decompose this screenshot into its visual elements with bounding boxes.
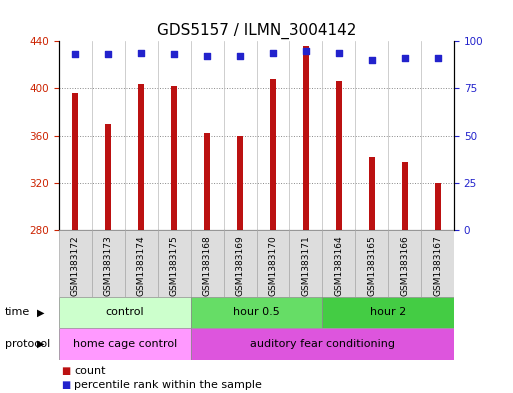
Bar	[59, 297, 191, 328]
Text: GSM1383165: GSM1383165	[367, 235, 376, 296]
Point	[137, 50, 145, 56]
Bar	[191, 297, 322, 328]
Text: hour 2: hour 2	[370, 307, 406, 318]
Bar	[322, 297, 454, 328]
Bar	[369, 157, 374, 230]
Point	[104, 51, 112, 58]
Text: GSM1383173: GSM1383173	[104, 235, 113, 296]
Text: GSM1383170: GSM1383170	[268, 235, 278, 296]
Text: GSM1383166: GSM1383166	[400, 235, 409, 296]
Bar	[388, 230, 421, 297]
Text: protocol: protocol	[5, 339, 50, 349]
Text: GSM1383174: GSM1383174	[137, 235, 146, 296]
Bar	[59, 230, 92, 297]
Point	[170, 51, 179, 58]
Text: home cage control: home cage control	[73, 339, 177, 349]
Point	[71, 51, 80, 58]
Bar	[355, 230, 388, 297]
Bar	[237, 136, 243, 230]
Title: GDS5157 / ILMN_3004142: GDS5157 / ILMN_3004142	[157, 22, 356, 39]
Text: hour 0.5: hour 0.5	[233, 307, 280, 318]
Text: time: time	[5, 307, 30, 318]
Bar	[92, 230, 125, 297]
Text: GSM1383167: GSM1383167	[433, 235, 442, 296]
Bar	[402, 162, 408, 230]
Bar	[204, 133, 210, 230]
Bar	[421, 230, 454, 297]
Text: GSM1383168: GSM1383168	[203, 235, 212, 296]
Point	[433, 55, 442, 61]
Bar	[171, 86, 177, 230]
Point	[269, 50, 277, 56]
Text: GSM1383175: GSM1383175	[170, 235, 179, 296]
Text: GSM1383169: GSM1383169	[235, 235, 245, 296]
Text: ▶: ▶	[37, 339, 45, 349]
Text: GSM1383172: GSM1383172	[71, 235, 80, 296]
Bar	[224, 230, 256, 297]
Bar	[72, 93, 78, 230]
Text: GSM1383171: GSM1383171	[301, 235, 310, 296]
Text: count: count	[74, 366, 106, 376]
Point	[401, 55, 409, 61]
Text: GSM1383164: GSM1383164	[334, 235, 343, 296]
Bar	[303, 46, 309, 230]
Bar	[336, 81, 342, 230]
Bar	[322, 230, 355, 297]
Text: percentile rank within the sample: percentile rank within the sample	[74, 380, 262, 390]
Text: ■: ■	[62, 380, 71, 390]
Bar	[191, 230, 224, 297]
Bar	[256, 230, 289, 297]
Bar	[289, 230, 322, 297]
Bar	[139, 84, 144, 230]
Point	[236, 53, 244, 59]
Text: ▶: ▶	[37, 307, 45, 318]
Point	[334, 50, 343, 56]
Bar	[158, 230, 191, 297]
Bar	[191, 328, 454, 360]
Bar	[125, 230, 158, 297]
Bar	[435, 183, 441, 230]
Point	[368, 57, 376, 63]
Bar	[105, 124, 111, 230]
Point	[302, 48, 310, 54]
Bar	[59, 328, 191, 360]
Text: auditory fear conditioning: auditory fear conditioning	[250, 339, 395, 349]
Bar	[270, 79, 276, 230]
Text: ■: ■	[62, 366, 71, 376]
Text: control: control	[106, 307, 144, 318]
Point	[203, 53, 211, 59]
